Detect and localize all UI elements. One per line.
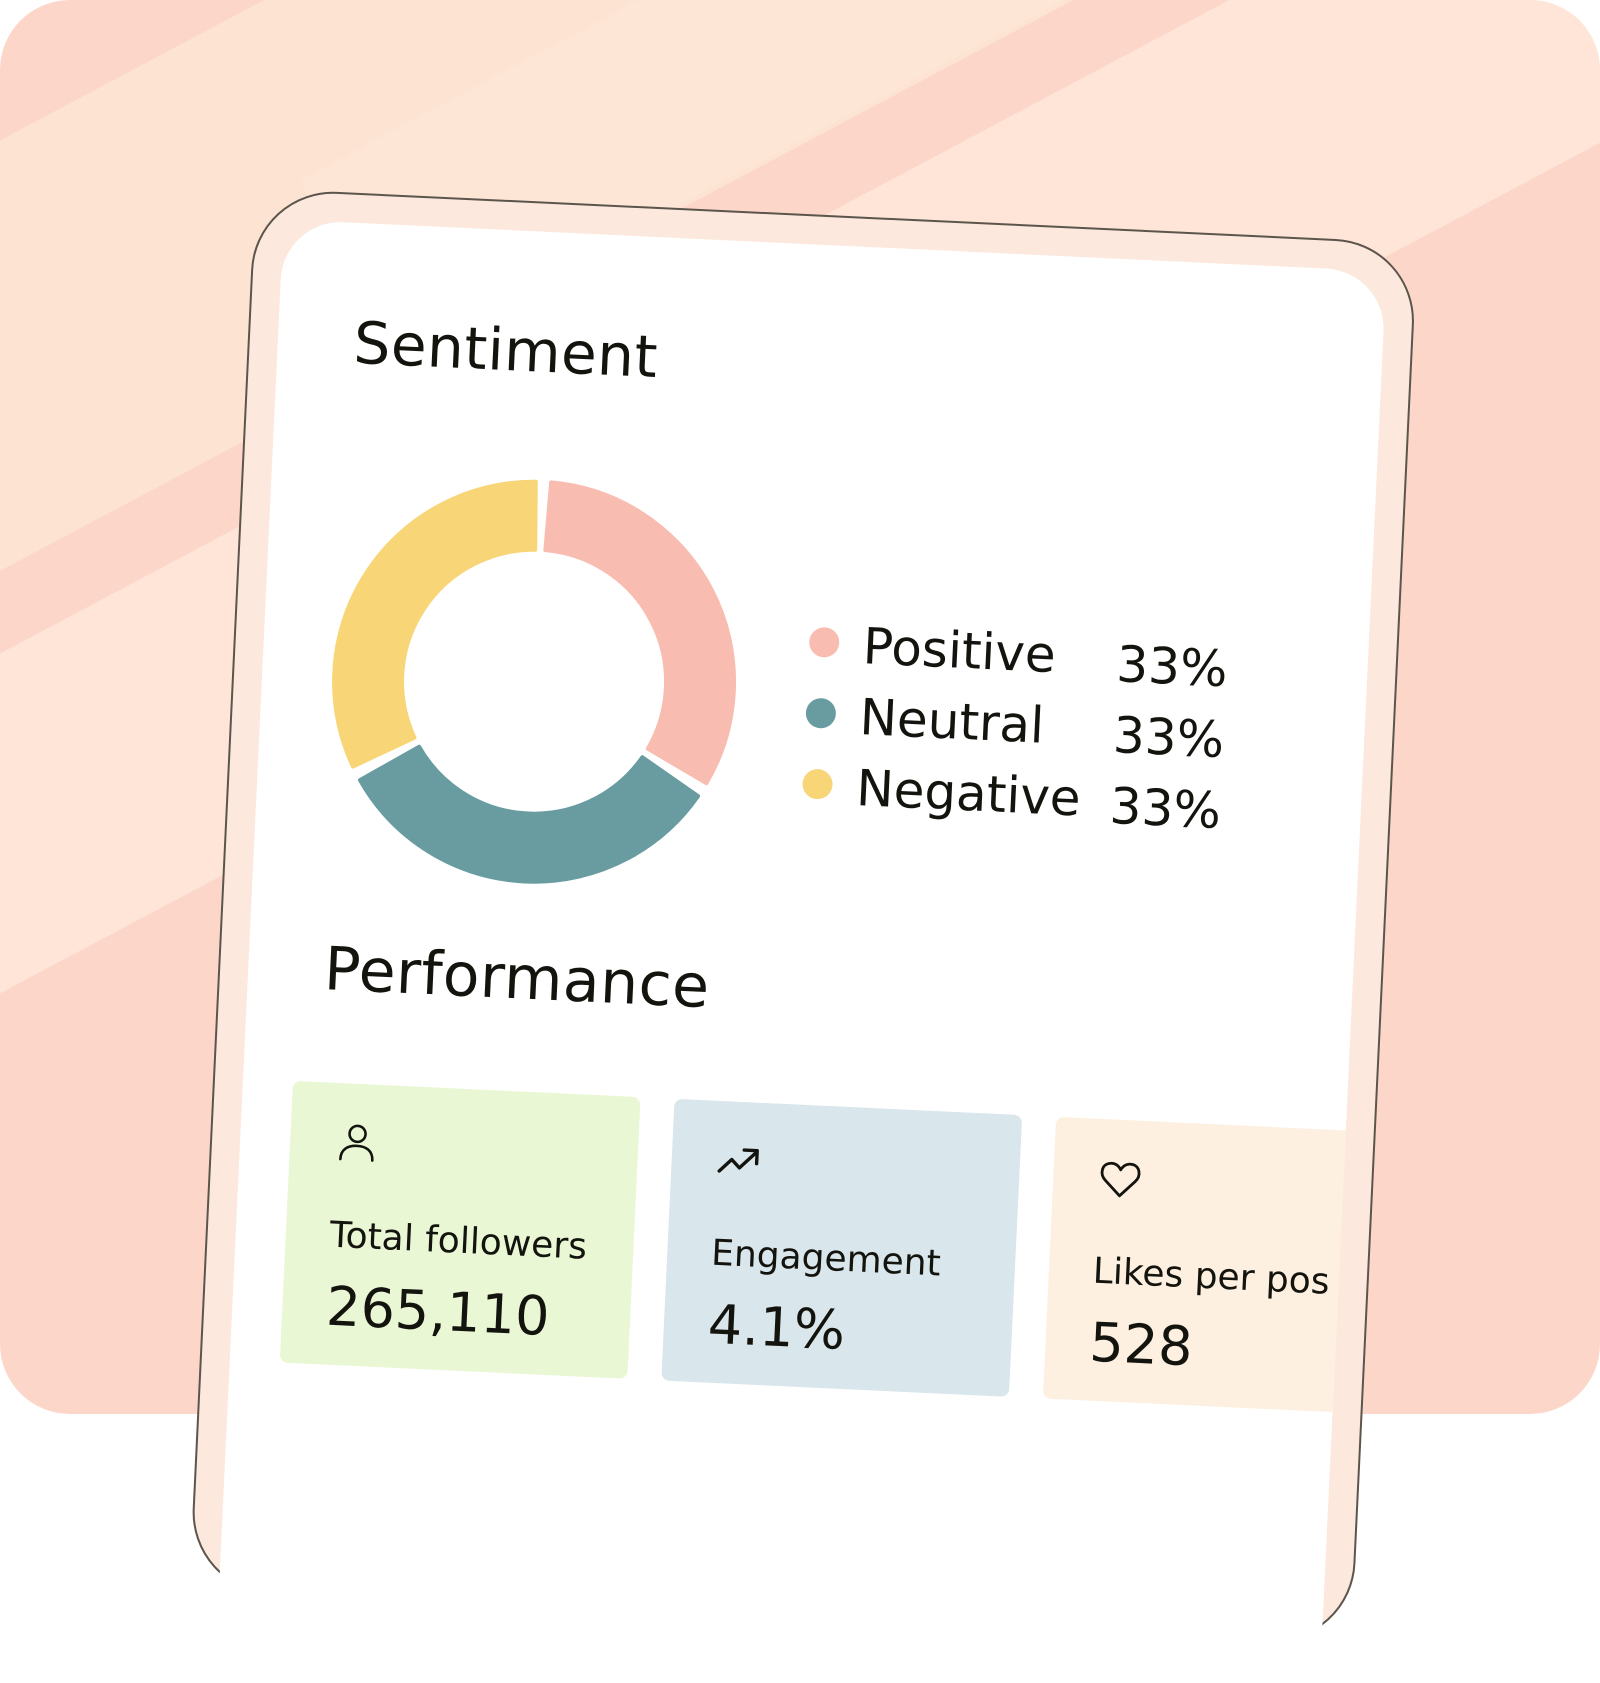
card-value: 4.1% <box>706 1292 847 1363</box>
trending-up-icon <box>717 1148 759 1173</box>
phone-frame: Sentiment Positive 33% Neutral 33% Negat… <box>188 188 1418 1682</box>
legend-value: 33% <box>1115 635 1229 699</box>
legend-item-positive: Positive 33% <box>807 615 1229 698</box>
card-label: Engagement <box>710 1232 942 1285</box>
card-label: Total followers <box>328 1214 588 1268</box>
legend-value: 33% <box>1108 776 1223 841</box>
donut-slice-neutral <box>357 744 701 884</box>
card-value: 265,110 <box>324 1274 551 1349</box>
card-label: Likes per pos <box>1091 1250 1331 1303</box>
person-icon <box>339 1124 374 1162</box>
total-followers-card[interactable]: Total followers 265,110 <box>279 1080 641 1379</box>
legend-label: Negative <box>855 759 1082 828</box>
heart-icon <box>1100 1161 1141 1198</box>
sentiment-donut-chart <box>332 479 737 884</box>
engagement-card[interactable]: Engagement 4.1% <box>661 1098 1023 1397</box>
positive-dot <box>808 626 840 659</box>
sentiment-legend: Positive 33% Neutral 33% Negative 33% <box>800 615 1229 840</box>
neutral-dot <box>805 697 837 729</box>
performance-cards: Total followers 265,110 Engagement 4.1% … <box>278 1080 1386 1457</box>
card-value: 528 <box>1088 1310 1195 1379</box>
legend-item-neutral: Neutral 33% <box>804 686 1226 769</box>
legend-item-negative: Negative 33% <box>800 756 1222 840</box>
likes-per-post-card[interactable]: Likes per pos 528 <box>1042 1116 1356 1413</box>
legend-label: Neutral <box>858 688 1046 755</box>
performance-title: Performance <box>322 934 712 1023</box>
legend-label: Positive <box>861 617 1057 685</box>
legend-value: 33% <box>1111 706 1226 770</box>
donut-slice-negative <box>332 479 538 769</box>
donut-slice-positive <box>543 480 737 786</box>
phone-screen: Sentiment Positive 33% Neutral 33% Negat… <box>217 219 1387 1682</box>
sentiment-title: Sentiment <box>352 308 660 392</box>
negative-dot <box>801 768 834 800</box>
